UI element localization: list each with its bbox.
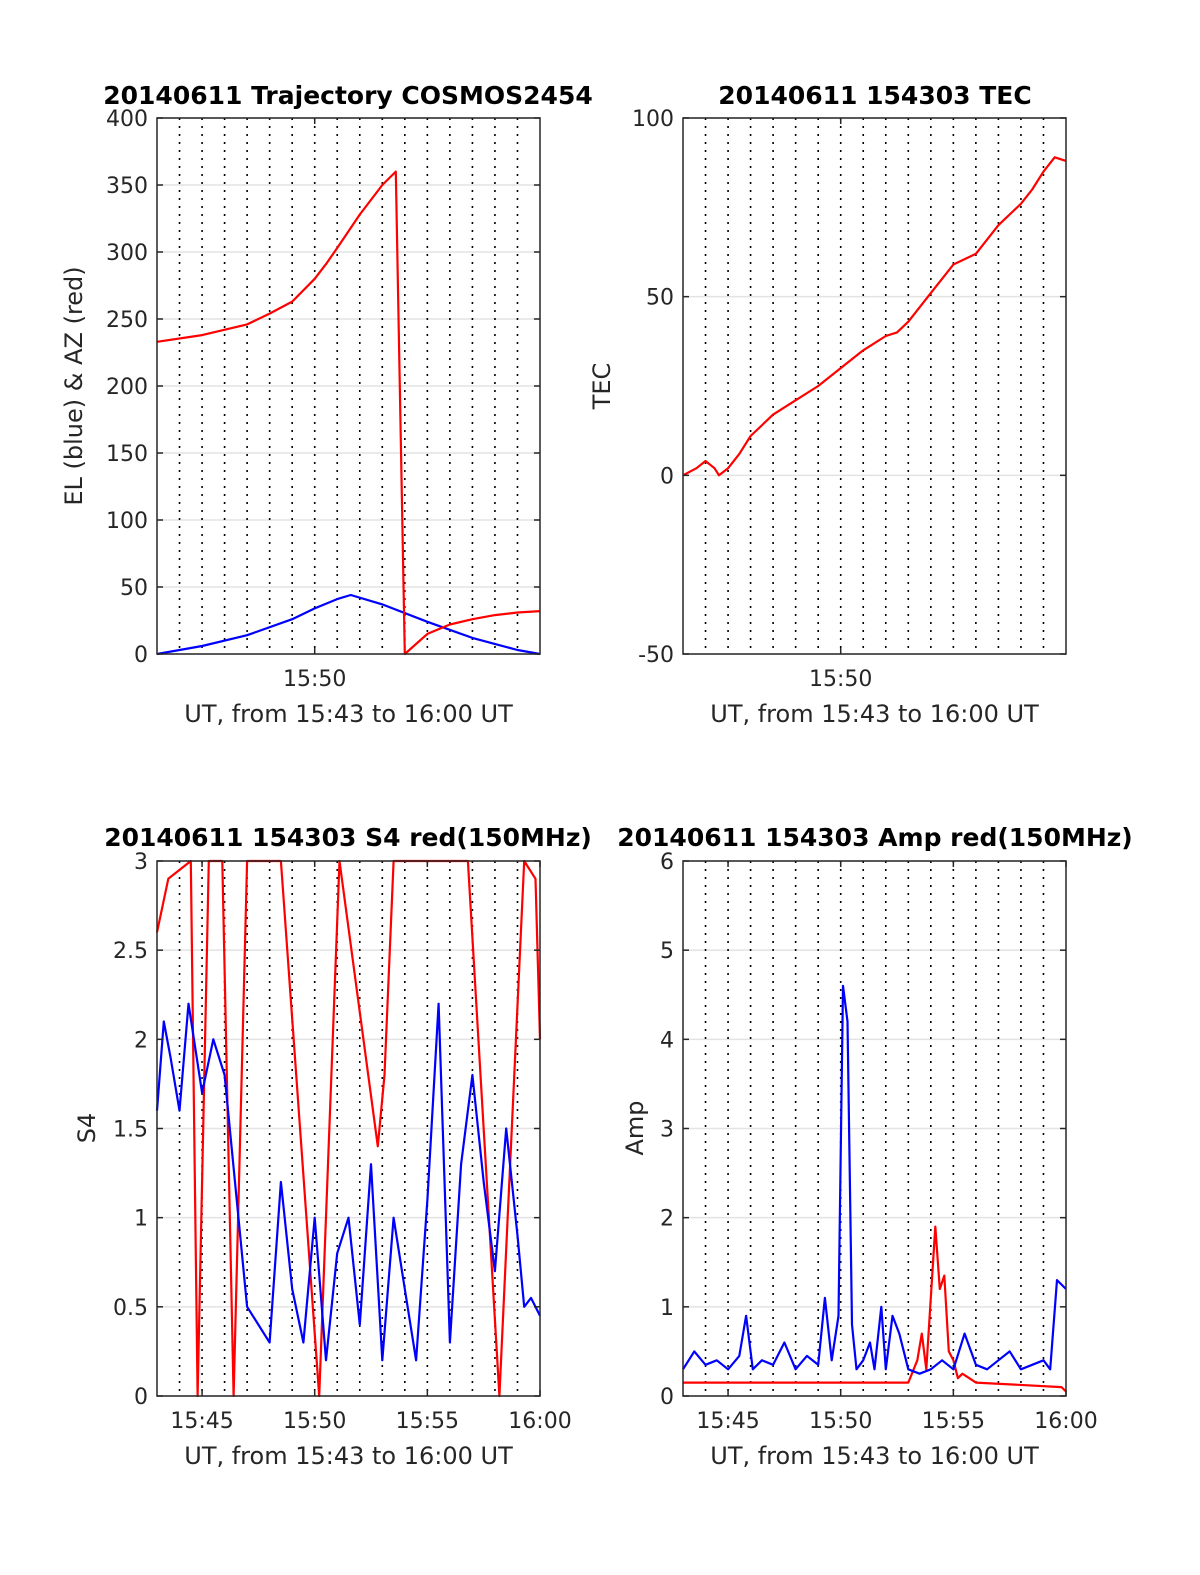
x-tick-label: 15:50	[283, 1409, 346, 1434]
y-tick-label: 1.5	[113, 1118, 148, 1143]
y-axis-label: TEC	[588, 363, 616, 411]
x-tick-label: 15:55	[922, 1409, 985, 1434]
chart-title: 20140611 154303 TEC	[718, 81, 1031, 110]
series-line-s4-blue	[155, 1002, 541, 1362]
series-line-s4-red	[155, 859, 542, 1398]
chart-title: 20140611 Trajectory COSMOS2454	[103, 81, 593, 110]
y-tick-label: 1	[134, 1207, 148, 1232]
y-tick-label: 300	[106, 241, 148, 266]
series-line-az	[156, 170, 541, 656]
chart-title: 20140611 154303 Amp red(150MHz)	[617, 823, 1133, 852]
y-tick-label: 0	[134, 643, 148, 668]
y-tick-label: 350	[106, 174, 148, 199]
series-line-tec	[682, 156, 1067, 477]
y-axis-label: S4	[73, 1113, 101, 1144]
y-tick-label: 0	[660, 464, 674, 489]
x-tick-label: 15:50	[809, 1409, 872, 1434]
chart-4: 0 1 2 3 4 5 6 15:45 15:50 15:55 16:00 20140611 1543…	[617, 823, 1133, 1470]
chart-3: 0 0.5 1 1.5 2 2.5 3 15:45 15:50 15:55 16:00 2014061…	[73, 823, 592, 1470]
y-tick-label: 4	[660, 1028, 674, 1053]
y-tick-label: 2	[660, 1207, 674, 1232]
x-axis-label: UT, from 15:43 to 16:00 UT	[710, 700, 1039, 728]
y-tick-label: 50	[120, 576, 148, 601]
y-tick-label: 100	[106, 509, 148, 534]
axes-box	[682, 117, 1067, 655]
y-tick-label: 2.5	[113, 939, 148, 964]
x-axis-label: UT, from 15:43 to 16:00 UT	[710, 1442, 1039, 1470]
x-tick-label: 15:50	[283, 667, 346, 692]
y-tick-label: 150	[106, 442, 148, 467]
y-tick-label: 3	[660, 1118, 674, 1143]
x-axis-label: UT, from 15:43 to 16:00 UT	[184, 1442, 513, 1470]
y-tick-label: 1	[660, 1296, 674, 1321]
x-tick-label: 15:45	[696, 1409, 759, 1434]
series-line-amp-blue	[682, 984, 1067, 1375]
series-line-el	[156, 593, 541, 656]
chart-title: 20140611 154303 S4 red(150MHz)	[104, 823, 592, 852]
y-tick-label: 400	[106, 107, 148, 132]
y-tick-label: 100	[632, 107, 674, 132]
series-line-amp-red	[683, 1225, 1067, 1393]
x-axis-label: UT, from 15:43 to 16:00 UT	[184, 700, 513, 728]
x-tick-label: 15:50	[809, 667, 872, 692]
y-tick-label: -50	[638, 643, 674, 668]
chart-2: -50 0 50 100 15:50 20140611 154303 TEC UT, fro…	[588, 81, 1067, 728]
x-tick-label: 15:45	[170, 1409, 233, 1434]
y-tick-label: 0	[660, 1385, 674, 1410]
y-tick-label: 0.5	[113, 1296, 148, 1321]
chart-1: 0 50 100 150 200 250 300 350 400 15:50 20140611 Tr…	[60, 81, 593, 728]
y-tick-label: 2	[134, 1028, 148, 1053]
y-tick-label: 50	[646, 286, 674, 311]
y-tick-label: 6	[660, 850, 674, 875]
x-tick-label: 16:00	[1034, 1409, 1097, 1434]
x-tick-label: 15:55	[396, 1409, 459, 1434]
y-axis-label: EL (blue) & AZ (red)	[60, 266, 88, 505]
y-tick-label: 5	[660, 939, 674, 964]
y-tick-label: 0	[134, 1385, 148, 1410]
y-axis-label: Amp	[621, 1100, 649, 1155]
y-tick-label: 3	[134, 850, 148, 875]
x-tick-label: 16:00	[508, 1409, 571, 1434]
y-tick-label: 200	[106, 375, 148, 400]
y-tick-label: 250	[106, 308, 148, 333]
